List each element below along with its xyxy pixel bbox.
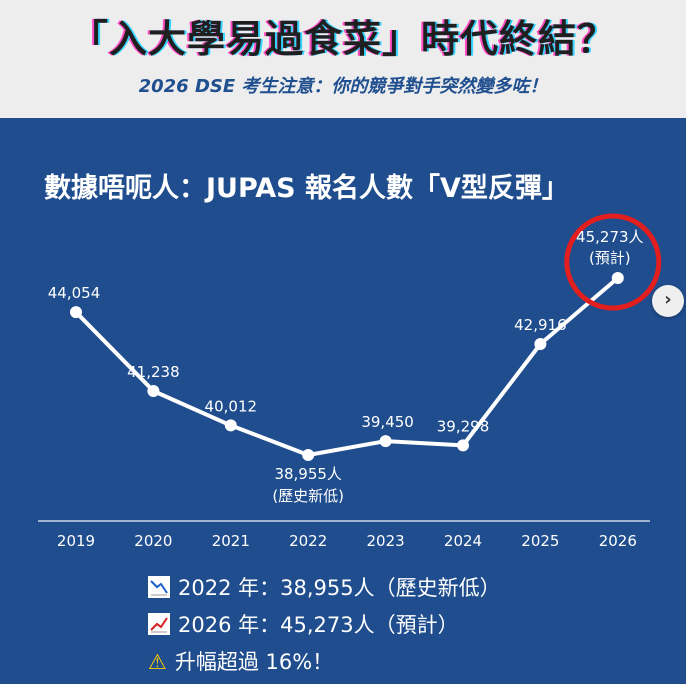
forecast-highlight-ring <box>564 213 662 311</box>
page-subtitle: 2026 DSE 考生注意：你的競爭對手突然變多咗！ <box>138 76 548 97</box>
data-point-2025 <box>534 338 547 351</box>
data-point-2019 <box>70 306 82 319</box>
stat-row-growth: ⚠ 升幅超過 16%！ <box>148 646 333 676</box>
chevron-right-icon: › <box>664 289 672 310</box>
next-slide-button[interactable]: › <box>652 285 684 317</box>
stat-growth-text: 升幅超過 16%！ <box>174 650 334 674</box>
x-tick-label-2019: 2019 <box>57 532 95 550</box>
data-label-2023: 39,450 <box>361 413 414 431</box>
annotation-2026: (預計) <box>589 249 631 267</box>
series-line <box>74 276 620 457</box>
header-banner: 「入大學易過食菜」時代終結？ 2026 DSE 考生注意：你的競爭對手突然變多咗… <box>0 0 686 118</box>
data-point-2026 <box>611 272 624 284</box>
data-label-2024: 39,298 <box>437 417 490 435</box>
page-title: 「入大學易過食菜」時代終結？ <box>69 17 616 61</box>
x-tick-label-2020: 2020 <box>134 532 172 550</box>
x-tick-label-2021: 2021 <box>212 532 250 550</box>
data-label-2022: 38,955人 <box>274 465 342 483</box>
stat-row-low: 2022 年：38,955人（歷史新低） <box>148 572 501 602</box>
x-tick-label-2025: 2025 <box>521 532 559 550</box>
chart-title: 數據唔呃人：JUPAS 報名人數「V型反彈」 <box>44 173 569 204</box>
stat-low-text: 2022 年：38,955人（歷史新低） <box>178 576 501 600</box>
data-label-2025: 42,916 <box>514 316 567 334</box>
data-point-2024 <box>457 439 469 452</box>
stat-row-forecast: 2026 年：45,273人（預計） <box>148 609 459 639</box>
annotation-2022: (歷史新低) <box>272 487 344 505</box>
chart-panel <box>0 118 686 684</box>
chart-increasing-icon <box>148 613 170 635</box>
x-tick-label-2026: 2026 <box>599 532 637 550</box>
data-label-2026: 45,273人 <box>576 228 644 246</box>
data-point-2021 <box>224 419 237 432</box>
data-point-2022 <box>302 449 315 461</box>
data-point-2020 <box>147 385 160 398</box>
data-point-2023 <box>379 435 392 448</box>
warning-icon: ⚠ <box>148 650 167 674</box>
x-tick-label-2023: 2023 <box>367 532 405 550</box>
x-tick-label-2024: 2024 <box>444 532 482 550</box>
stat-forecast-text: 2026 年：45,273人（預計） <box>178 613 459 637</box>
data-label-2021: 40,012 <box>205 397 258 415</box>
chart-decreasing-icon <box>148 576 170 598</box>
data-label-2020: 41,238 <box>127 363 180 381</box>
x-tick-label-2022: 2022 <box>289 532 327 550</box>
data-label-2019: 44,054 <box>48 284 101 302</box>
